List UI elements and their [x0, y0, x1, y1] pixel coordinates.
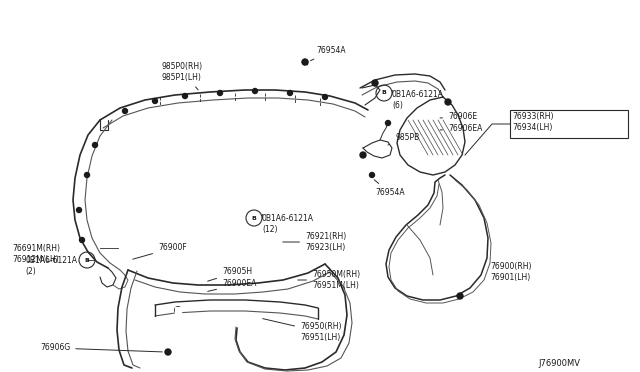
Circle shape — [385, 121, 390, 125]
Text: 76954A: 76954A — [310, 46, 346, 61]
Circle shape — [303, 60, 307, 64]
Text: 76921(RH)
76923(LH): 76921(RH) 76923(LH) — [283, 232, 346, 252]
Circle shape — [369, 173, 374, 177]
Text: 76905H: 76905H — [207, 267, 252, 281]
Circle shape — [218, 90, 223, 96]
Circle shape — [372, 80, 378, 86]
Circle shape — [84, 173, 90, 177]
Text: 76691M(RH)
76912M(LH): 76691M(RH) 76912M(LH) — [12, 244, 60, 264]
Text: 76906G: 76906G — [40, 343, 162, 353]
Text: J76900MV: J76900MV — [538, 359, 580, 368]
Bar — [175, 307, 181, 313]
Bar — [510, 110, 628, 138]
Circle shape — [175, 307, 181, 313]
Circle shape — [323, 94, 328, 99]
Circle shape — [445, 99, 451, 105]
Text: 76933(RH)
76934(LH): 76933(RH) 76934(LH) — [512, 112, 554, 132]
Circle shape — [165, 349, 171, 355]
Text: 0B1A6-6121A
(12): 0B1A6-6121A (12) — [262, 214, 314, 234]
Text: 76950(RH)
76951(LH): 76950(RH) 76951(LH) — [262, 319, 342, 342]
Bar — [303, 60, 307, 64]
Text: 0B1A6-6121A
(2): 0B1A6-6121A (2) — [25, 256, 77, 276]
Text: 76950M(RH)
76951M(LH): 76950M(RH) 76951M(LH) — [298, 270, 360, 290]
Circle shape — [302, 59, 308, 65]
Circle shape — [77, 208, 81, 212]
Text: B: B — [84, 257, 90, 263]
Circle shape — [182, 93, 188, 99]
Text: 0B1A6-6121A
(6): 0B1A6-6121A (6) — [392, 90, 444, 110]
Text: 76954A: 76954A — [374, 180, 404, 197]
Text: 76900(RH)
76901(LH): 76900(RH) 76901(LH) — [490, 262, 531, 282]
Text: 76906E: 76906E — [440, 112, 477, 121]
Text: 76906EA: 76906EA — [440, 124, 483, 133]
Text: B: B — [252, 215, 257, 221]
Text: 76900EA: 76900EA — [208, 279, 257, 291]
Circle shape — [122, 109, 127, 113]
Circle shape — [152, 99, 157, 103]
Circle shape — [360, 152, 366, 158]
Circle shape — [79, 237, 84, 243]
Text: 76900F: 76900F — [132, 244, 187, 259]
Circle shape — [253, 89, 257, 93]
Text: B: B — [381, 90, 387, 96]
Text: 985PB: 985PB — [388, 134, 419, 145]
Circle shape — [457, 293, 463, 299]
Circle shape — [287, 90, 292, 96]
Circle shape — [93, 142, 97, 148]
Text: 985P0(RH)
985P1(LH): 985P0(RH) 985P1(LH) — [162, 62, 203, 90]
